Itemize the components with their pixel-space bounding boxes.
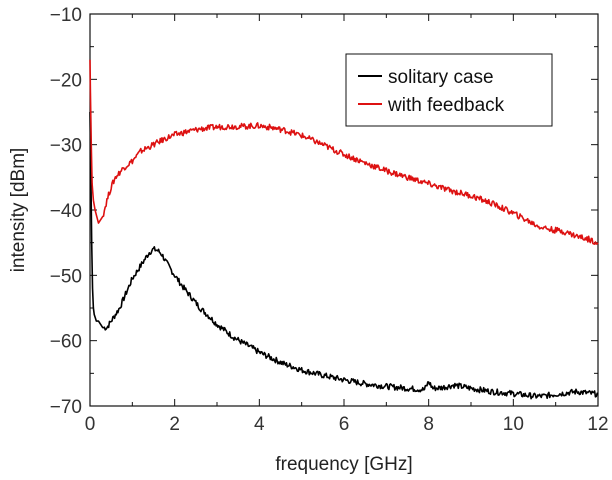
x-axis-label: frequency [GHz] xyxy=(275,454,412,475)
y-tick-label: −30 xyxy=(50,136,82,157)
legend-box xyxy=(345,53,553,127)
x-tick-label: 0 xyxy=(85,414,96,435)
series-lines xyxy=(89,59,599,400)
y-tick-label: −40 xyxy=(50,201,82,222)
legend-label-solitary: solitary case xyxy=(388,67,494,88)
series-line-solitary xyxy=(89,111,599,400)
y-axis-label: intensity [dBm] xyxy=(8,148,29,273)
legend: solitary case with feedback xyxy=(345,53,553,127)
x-tick-label: 8 xyxy=(423,414,434,435)
legend-label-feedback: with feedback xyxy=(387,95,505,116)
y-tick-label: −10 xyxy=(50,5,82,26)
x-tick-label: 4 xyxy=(254,414,265,435)
y-tick-label: −70 xyxy=(50,397,82,418)
x-tick-label: 6 xyxy=(339,414,350,435)
y-tick-label: −50 xyxy=(50,266,82,287)
x-tick-label: 2 xyxy=(169,414,180,435)
axis-tick-labels: 0 2 4 6 8 10 12 −70 −60 −50 −40 −30 −20 −10 xyxy=(50,5,609,435)
x-tick-label: 10 xyxy=(503,414,524,435)
x-tick-label: 12 xyxy=(587,414,608,435)
y-tick-label: −60 xyxy=(50,332,82,353)
series-line-feedback xyxy=(89,59,599,245)
y-tick-label: −20 xyxy=(50,70,82,91)
